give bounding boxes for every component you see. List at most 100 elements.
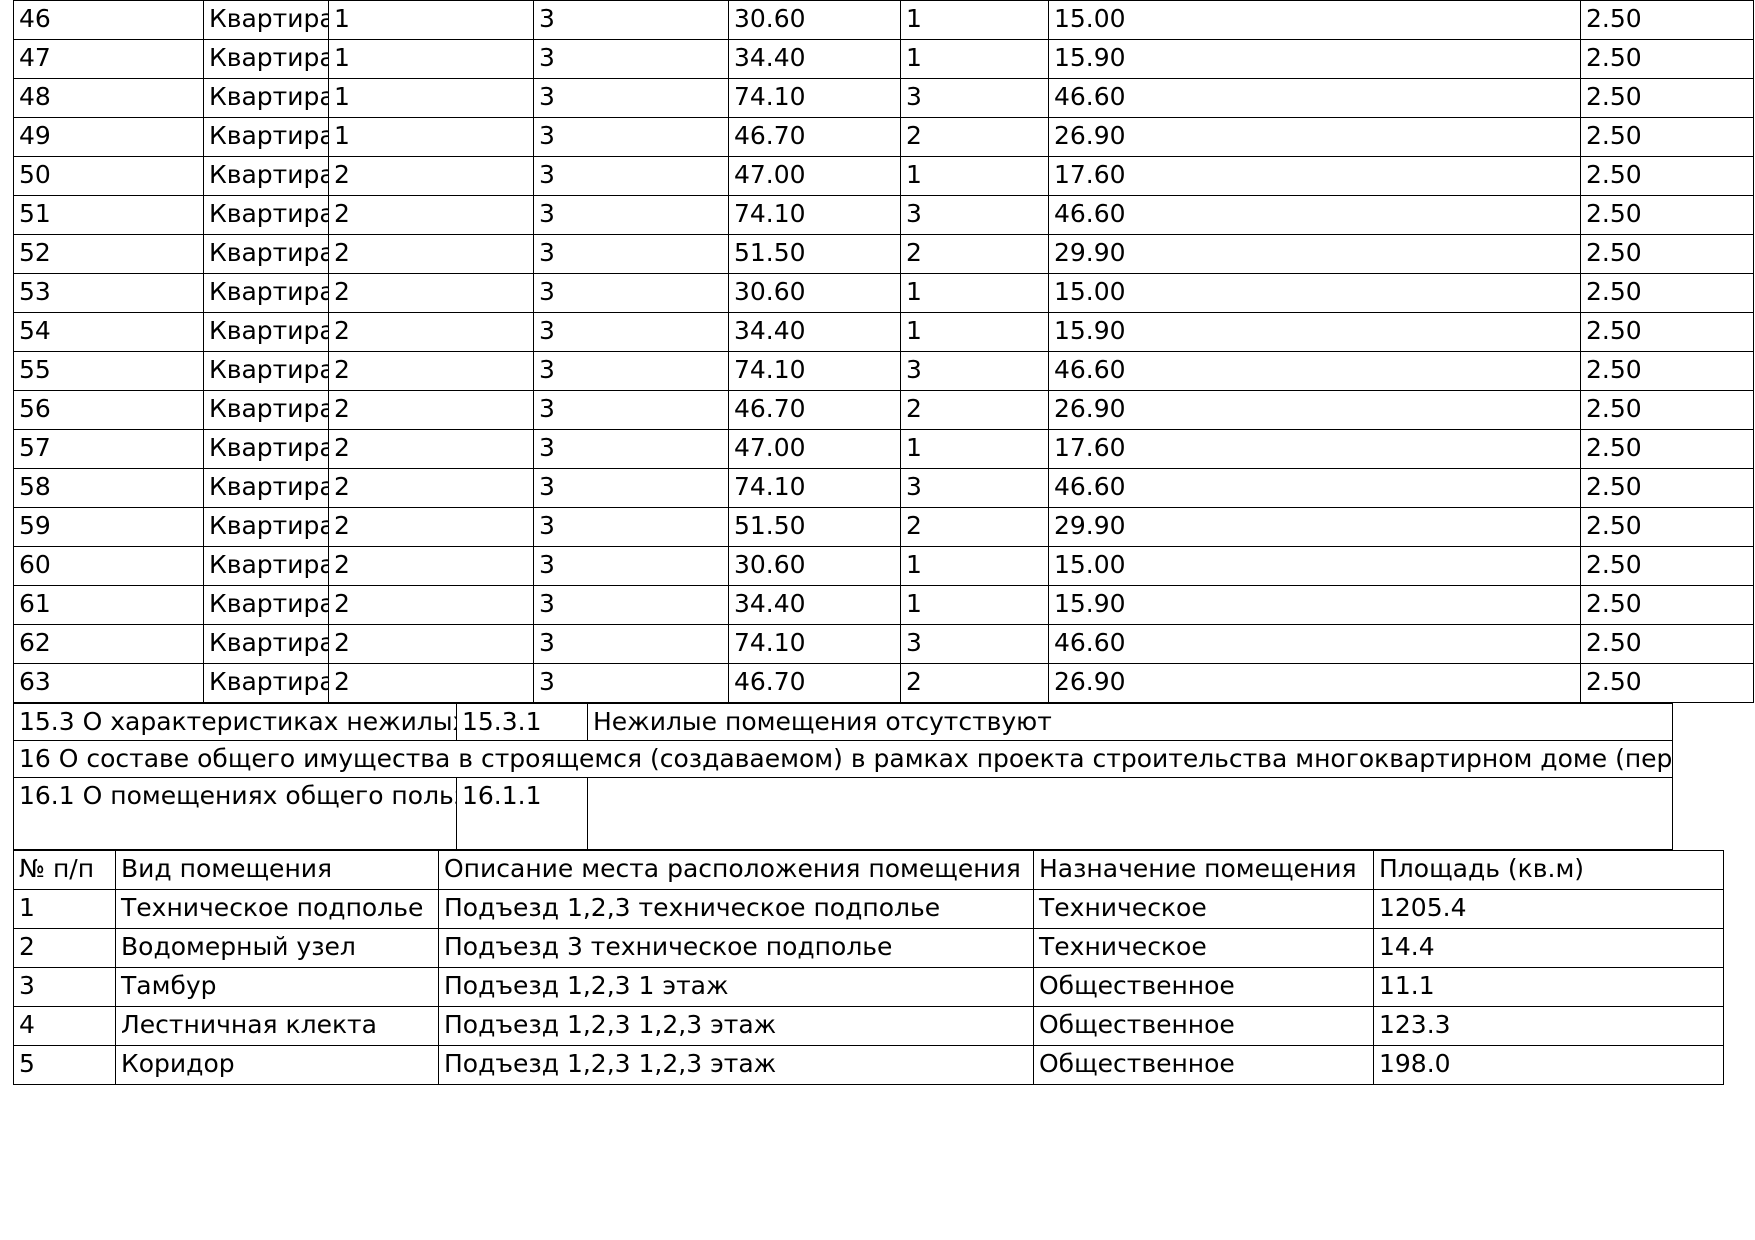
apt-entrance: 2 — [328, 429, 534, 469]
apt-ceiling-height: 2.50 — [1580, 585, 1754, 625]
apt-total-area: 74.10 — [728, 78, 901, 118]
apt-living-area: 26.90 — [1048, 390, 1581, 430]
apt-number: 63 — [13, 663, 204, 703]
premise-purpose: Общественное — [1033, 1006, 1374, 1046]
apt-type: Квартира — [203, 663, 329, 703]
table-row: 54 Квартира 2 3 34.40 1 15.90 2.50 — [13, 312, 1754, 352]
apt-ceiling-height: 2.50 — [1580, 390, 1754, 430]
apt-floor: 3 — [533, 468, 729, 508]
apt-ceiling-height: 2.50 — [1580, 507, 1754, 547]
apt-rooms: 3 — [900, 195, 1049, 235]
apt-type: Квартира — [203, 351, 329, 391]
apt-total-area: 74.10 — [728, 195, 901, 235]
apt-floor: 3 — [533, 585, 729, 625]
table-row: 52 Квартира 2 3 51.50 2 29.90 2.50 — [13, 234, 1754, 274]
table-row: 57 Квартира 2 3 47.00 1 17.60 2.50 — [13, 429, 1754, 469]
apt-total-area: 30.60 — [728, 0, 901, 40]
apt-ceiling-height: 2.50 — [1580, 39, 1754, 79]
apt-living-area: 26.90 — [1048, 117, 1581, 157]
apt-living-area: 15.90 — [1048, 312, 1581, 352]
table-row: 61 Квартира 2 3 34.40 1 15.90 2.50 — [13, 585, 1754, 625]
apt-total-area: 30.60 — [728, 273, 901, 313]
apt-total-area: 46.70 — [728, 117, 901, 157]
apt-ceiling-height: 2.50 — [1580, 117, 1754, 157]
premise-location: Подъезд 1,2,3 техническое подполье — [438, 889, 1034, 929]
apt-total-area: 74.10 — [728, 468, 901, 508]
table-row: 62 Квартира 2 3 74.10 3 46.60 2.50 — [13, 624, 1754, 664]
table-row: 4 Лестничная клекта Подъезд 1,2,3 1,2,3 эт… — [13, 1006, 1724, 1046]
apt-living-area: 15.00 — [1048, 273, 1581, 313]
column-header-num: № п/п — [13, 850, 116, 890]
apt-living-area: 15.00 — [1048, 546, 1581, 586]
premise-number: 4 — [13, 1006, 116, 1046]
section-16-row: 16 О составе общего имущества в строящем… — [13, 740, 1673, 778]
apt-floor: 3 — [533, 546, 729, 586]
apt-type: Квартира — [203, 312, 329, 352]
table-header-row: № п/п Вид помещения Описание места располо… — [13, 850, 1724, 890]
apt-floor: 3 — [533, 234, 729, 274]
apt-floor: 3 — [533, 0, 729, 40]
apt-living-area: 46.60 — [1048, 195, 1581, 235]
apt-number: 54 — [13, 312, 204, 352]
section-16-paragraph: 16 О составе общего имущества в строящем… — [13, 740, 1673, 778]
apt-rooms: 2 — [900, 234, 1049, 274]
section-15-3-code: 15.3.1 — [456, 703, 588, 741]
apt-entrance: 2 — [328, 195, 534, 235]
apt-total-area: 34.40 — [728, 39, 901, 79]
apt-floor: 3 — [533, 156, 729, 196]
premise-kind: Коридор — [115, 1045, 439, 1085]
apt-floor: 3 — [533, 429, 729, 469]
common-premises-table: № п/п Вид помещения Описание места располо… — [13, 850, 1724, 1085]
table-row: 58 Квартира 2 3 74.10 3 46.60 2.50 — [13, 468, 1754, 508]
premise-area: 1205.4 — [1373, 889, 1724, 929]
table-row: 60 Квартира 2 3 30.60 1 15.00 2.50 — [13, 546, 1754, 586]
apt-rooms: 1 — [900, 0, 1049, 40]
apt-entrance: 2 — [328, 390, 534, 430]
premise-number: 3 — [13, 967, 116, 1007]
apt-total-area: 51.50 — [728, 507, 901, 547]
apt-entrance: 2 — [328, 234, 534, 274]
apt-floor: 3 — [533, 312, 729, 352]
premise-kind: Техническое подполье — [115, 889, 439, 929]
premise-purpose: Общественное — [1033, 1045, 1374, 1085]
apt-ceiling-height: 2.50 — [1580, 468, 1754, 508]
apt-type: Квартира — [203, 468, 329, 508]
apt-entrance: 2 — [328, 468, 534, 508]
column-header-purpose: Назначение помещения — [1033, 850, 1374, 890]
apt-number: 50 — [13, 156, 204, 196]
apt-total-area: 74.10 — [728, 624, 901, 664]
apt-type: Квартира — [203, 234, 329, 274]
apt-type: Квартира — [203, 546, 329, 586]
apt-living-area: 15.90 — [1048, 39, 1581, 79]
section-16-1-label: 16.1 О помещениях общего пользования — [13, 777, 457, 850]
table-row: 48 Квартира 1 3 74.10 3 46.60 2.50 — [13, 78, 1754, 118]
apt-living-area: 29.90 — [1048, 234, 1581, 274]
apt-type: Квартира — [203, 624, 329, 664]
table-row: 63 Квартира 2 3 46.70 2 26.90 2.50 — [13, 663, 1754, 703]
table-row: 2 Водомерный узел Подъезд 3 техническое по… — [13, 928, 1724, 968]
apt-living-area: 29.90 — [1048, 507, 1581, 547]
apt-type: Квартира — [203, 78, 329, 118]
premise-location: Подъезд 3 техническое подполье — [438, 928, 1034, 968]
apt-rooms: 3 — [900, 468, 1049, 508]
apt-entrance: 2 — [328, 507, 534, 547]
apt-number: 57 — [13, 429, 204, 469]
column-header-place: Описание места расположения помещения — [438, 850, 1034, 890]
premise-location: Подъезд 1,2,3 1,2,3 этаж — [438, 1045, 1034, 1085]
apt-ceiling-height: 2.50 — [1580, 156, 1754, 196]
apt-floor: 3 — [533, 663, 729, 703]
apt-rooms: 1 — [900, 546, 1049, 586]
apt-entrance: 2 — [328, 663, 534, 703]
premise-number: 1 — [13, 889, 116, 929]
premise-location: Подъезд 1,2,3 1,2,3 этаж — [438, 1006, 1034, 1046]
apt-entrance: 1 — [328, 0, 534, 40]
premise-purpose: Техническое — [1033, 928, 1374, 968]
section-16-1-value — [587, 777, 1673, 850]
apt-entrance: 2 — [328, 156, 534, 196]
column-header-kind: Вид помещения — [115, 850, 439, 890]
apt-rooms: 1 — [900, 429, 1049, 469]
premise-purpose: Техническое — [1033, 889, 1374, 929]
apt-entrance: 1 — [328, 39, 534, 79]
table-row: 5 Коридор Подъезд 1,2,3 1,2,3 этаж Обществе… — [13, 1045, 1724, 1085]
